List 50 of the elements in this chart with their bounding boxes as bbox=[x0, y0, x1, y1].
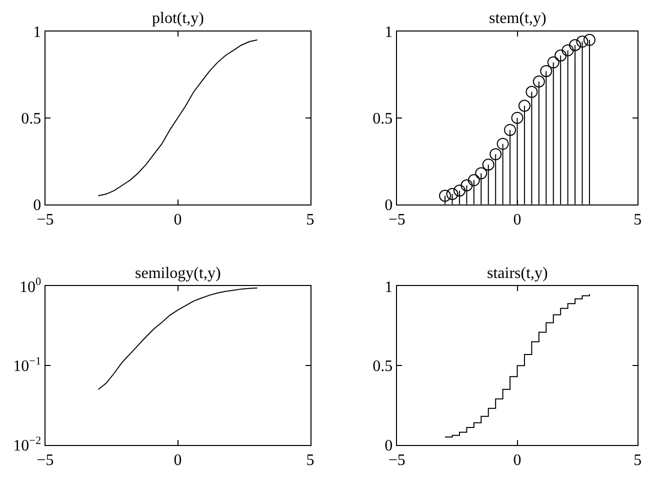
point bbox=[540, 65, 552, 78]
y-tick-label: 0.5 bbox=[372, 358, 393, 376]
point bbox=[583, 34, 596, 46]
point bbox=[482, 158, 494, 171]
point bbox=[511, 112, 524, 124]
y-tick-label: 1 bbox=[33, 24, 42, 41]
x-tick-label: 5 bbox=[306, 452, 314, 470]
point bbox=[439, 190, 452, 202]
x-tick-label: −5 bbox=[36, 212, 54, 229]
y-tick-label: 0 bbox=[33, 197, 42, 214]
point bbox=[496, 138, 509, 150]
chart-title: stairs(t,y) bbox=[487, 265, 548, 282]
point bbox=[562, 44, 574, 56]
point bbox=[547, 56, 560, 68]
point bbox=[446, 188, 458, 200]
y-tick-label: 10$^{0}$ bbox=[19, 276, 42, 296]
y-tick-label: 0.5 bbox=[372, 110, 393, 128]
x-tick-label: 0 bbox=[174, 452, 182, 470]
point bbox=[475, 167, 488, 180]
point bbox=[526, 86, 538, 98]
x-tick-label: 0 bbox=[513, 452, 522, 470]
y-tick-label: 0.5 bbox=[21, 110, 42, 128]
y-tick-label: 1 bbox=[384, 24, 393, 41]
x-tick-label: 0 bbox=[513, 212, 522, 229]
point bbox=[518, 100, 530, 112]
y-tick-label: 0 bbox=[384, 438, 393, 455]
point bbox=[460, 179, 473, 192]
point bbox=[576, 36, 588, 48]
y-tick-label: 0 bbox=[384, 197, 393, 214]
point bbox=[504, 124, 516, 136]
chart-title: semilogy(t,y) bbox=[135, 265, 221, 282]
x-tick-label: −5 bbox=[388, 452, 406, 470]
x-tick-label: 0 bbox=[174, 212, 182, 229]
point bbox=[490, 148, 502, 160]
y-tick-label: 1 bbox=[384, 278, 393, 296]
point bbox=[554, 50, 567, 62]
point bbox=[453, 184, 466, 197]
point bbox=[532, 75, 545, 88]
x-tick-label: −5 bbox=[36, 452, 54, 470]
x-tick-label: −5 bbox=[388, 212, 406, 229]
x-tick-label: 5 bbox=[306, 212, 314, 229]
chart-title: plot(t,y) bbox=[152, 10, 204, 27]
chart-title: stem(t,y) bbox=[489, 10, 546, 27]
point bbox=[569, 39, 582, 52]
point bbox=[468, 174, 480, 186]
x-tick-label: 5 bbox=[634, 212, 642, 229]
y-tick-label: 10$^{−1}$ bbox=[13, 355, 42, 376]
line-series bbox=[98, 39, 258, 196]
x-tick-label: 5 bbox=[634, 452, 642, 470]
y-tick-label: 10$^{−2}$ bbox=[13, 434, 42, 455]
